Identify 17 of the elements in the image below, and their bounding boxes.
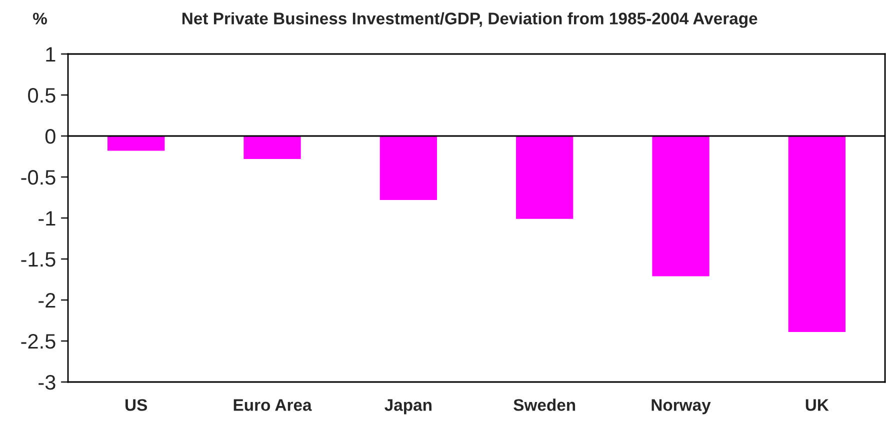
x-tick-label: US: [126, 399, 148, 411]
x-tick-label: Norway: [652, 399, 711, 414]
y-tick-label: -2: [38, 293, 56, 308]
x-tick-label: Sweden: [514, 398, 576, 411]
chart-title: Net Private Business Investment/GDP, Deviation from 1985-2004 Average: [182, 12, 758, 28]
y-tick-label: 0: [45, 129, 56, 144]
y-axis-title: %: [33, 12, 47, 24]
y-tick-label: -2.5: [21, 334, 56, 349]
x-tick-label: Euro Area: [234, 399, 312, 411]
y-tick-label: 1: [46, 47, 56, 62]
y-tick-label: 0.5: [28, 88, 56, 103]
y-tick-label: -1.5: [21, 252, 56, 267]
y-tick-label: -1: [38, 211, 56, 226]
x-tick-label: UK: [806, 399, 829, 411]
x-tick-label: Japan: [384, 399, 432, 414]
y-tick-label: -3: [38, 375, 56, 390]
y-tick-label: -0.5: [21, 170, 56, 185]
